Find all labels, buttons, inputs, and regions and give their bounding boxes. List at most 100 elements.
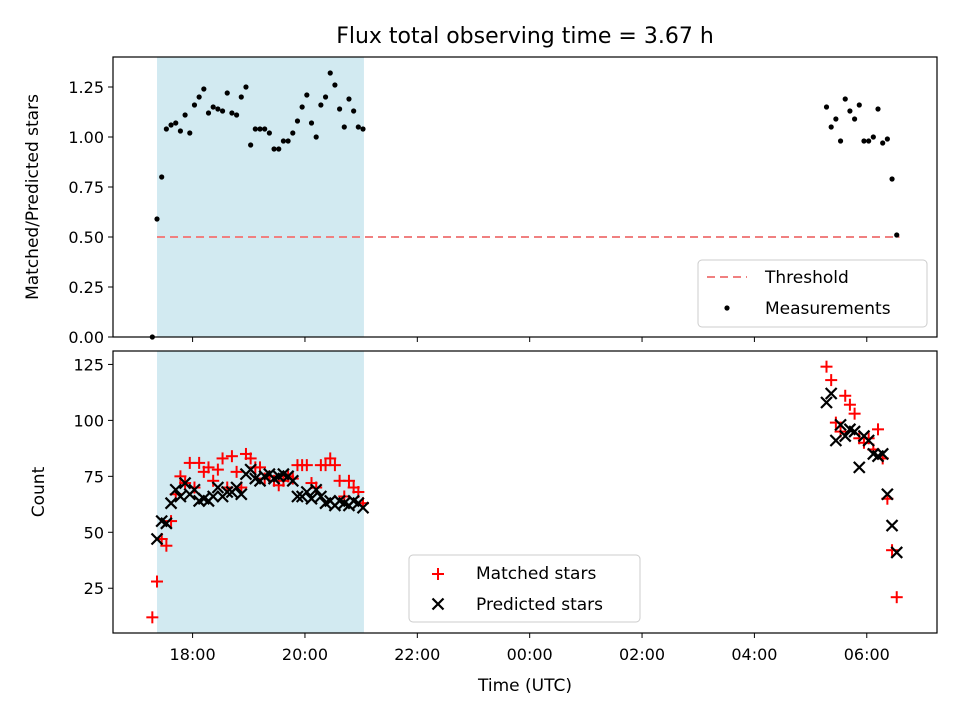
measurement-point (322, 94, 329, 100)
measurement-point (870, 134, 876, 140)
top-panel: 0.00 0.25 0.50 0.75 1.00 1.25 Matched/Predict… (23, 56, 938, 347)
measurement-point (327, 70, 333, 76)
measurement-point (889, 176, 895, 182)
top-ytick-label: 1.25 (68, 78, 104, 97)
predicted-star-point (820, 396, 833, 409)
legend-predicted-swatch (431, 597, 445, 611)
measurement-point (238, 94, 244, 100)
measurement-point (341, 124, 347, 130)
matched-star-point (862, 432, 875, 445)
predicted-star-point (164, 496, 178, 510)
xlabel: Time (UTC) (477, 676, 572, 696)
measurement-point (837, 138, 844, 144)
predicted-star-point (291, 490, 304, 503)
legend-matched-label: Matched stars (476, 564, 596, 584)
measurement-point (210, 104, 216, 110)
measurement-point (884, 136, 890, 142)
measurement-point (163, 126, 169, 132)
measurement-point (313, 134, 319, 140)
measurement-point (856, 102, 862, 108)
measurement-point (852, 116, 858, 122)
predicted-star-point (314, 490, 328, 503)
measurement-point (894, 232, 900, 238)
measurement-point (252, 126, 258, 132)
predicted-star-point (824, 387, 838, 400)
matched-star-point (202, 461, 215, 474)
matched-star-point (324, 452, 337, 465)
matched-star-point (825, 374, 838, 387)
predicted-star-point (862, 434, 875, 447)
measurement-point (875, 106, 881, 112)
matched-star-point (843, 398, 856, 411)
measurement-point (866, 138, 872, 144)
xtick-label: 20:00 (282, 645, 328, 664)
measurement-point (257, 126, 263, 132)
matched-star-point (820, 360, 833, 373)
legend-measurements-label: Measurements (765, 299, 891, 319)
xtick-label: 06:00 (844, 645, 890, 664)
measurement-point (248, 142, 254, 148)
measurement-point (833, 116, 839, 122)
predicted-star-point (220, 485, 234, 499)
bottom-frame (112, 350, 938, 634)
measurement-point (847, 108, 853, 114)
predicted-star-point (169, 483, 183, 497)
top-legend-box (697, 259, 928, 328)
top-frame (112, 56, 938, 338)
measurement-point (196, 94, 202, 100)
measurement-point (234, 112, 240, 118)
measurement-point (823, 104, 830, 110)
matched-star-point (211, 463, 224, 476)
predicted-star-point (211, 481, 225, 494)
measurement-point (828, 124, 834, 130)
top-ytick-label: 0.75 (68, 178, 104, 197)
measurement-point (290, 130, 296, 136)
bottom-legend-box (408, 554, 641, 623)
measurement-point (182, 112, 188, 118)
predicted-star-point (853, 461, 866, 474)
matched-star-point (160, 539, 173, 552)
predicted-star-point (881, 487, 894, 501)
matched-star-point (151, 575, 164, 588)
matched-star-point (193, 456, 206, 469)
top-ylabel: Matched/Predicted stars (23, 94, 43, 300)
predicted-star-point (838, 429, 852, 443)
measurement-point (159, 174, 165, 180)
predicted-star-point (834, 418, 847, 432)
measurement-point (880, 140, 886, 146)
matched-star-point (839, 389, 852, 402)
measurement-point (346, 96, 352, 102)
predicted-star-point (244, 463, 257, 476)
measurement-point (177, 128, 184, 134)
predicted-star-point (160, 517, 173, 530)
matched-star-point (848, 407, 861, 420)
matched-star-point (890, 591, 903, 604)
measurement-point (271, 146, 277, 152)
measurement-point (332, 82, 338, 88)
measurement-point (229, 110, 235, 116)
xtick-label: 04:00 (731, 645, 777, 664)
bottom-ytick-label: 50 (84, 523, 104, 542)
xtick-label: 00:00 (507, 645, 553, 664)
predicted-star-point (876, 447, 889, 461)
matched-star-point (342, 474, 355, 487)
matched-star-point (174, 470, 187, 483)
predicted-star-point (848, 425, 861, 438)
bottom-ylabel: Count (29, 466, 49, 517)
chart-title: Flux total observing time = 3.67 h (336, 24, 714, 49)
predicted-star-point (150, 532, 164, 546)
measurement-point (276, 146, 282, 152)
measurement-point (201, 86, 207, 92)
measurement-point (304, 92, 310, 98)
measurement-point (262, 126, 268, 132)
legend-threshold-label: Threshold (764, 268, 849, 288)
top-ytick-label: 0.00 (68, 328, 104, 347)
top-ytick-label: 0.50 (68, 228, 104, 247)
measurement-point (187, 130, 193, 136)
measurement-point (360, 126, 366, 132)
xtick-label: 22:00 (394, 645, 440, 664)
measurement-point (308, 120, 315, 126)
predicted-star-point (885, 519, 899, 532)
matched-star-point (146, 611, 159, 624)
